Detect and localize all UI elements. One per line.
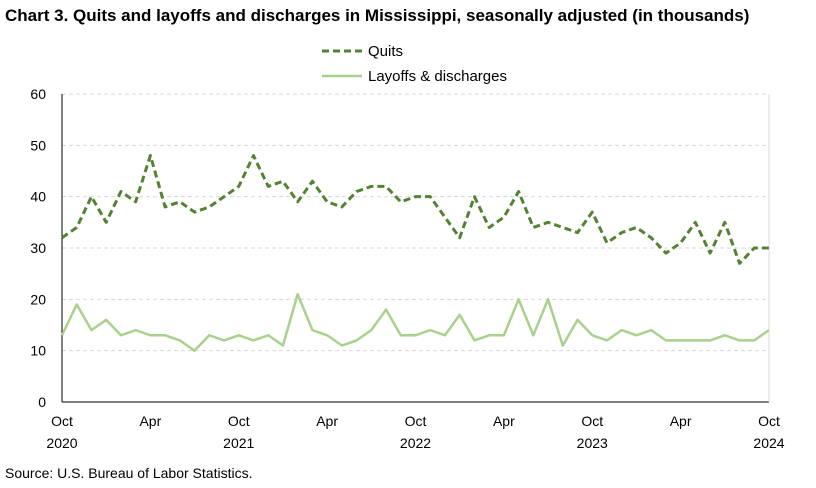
x-tick-label: Oct (758, 413, 780, 429)
legend: Quits Layoffs & discharges (322, 43, 507, 85)
series-line-quits (61, 154, 769, 265)
x-tick-label: Apr (493, 413, 515, 429)
series-lines (60, 154, 770, 352)
legend-label: Quits (368, 43, 403, 60)
y-tick-label: 0 (38, 394, 46, 410)
y-tick-label: 20 (30, 291, 46, 307)
x-tick-label: Oct (228, 413, 250, 429)
y-tick-label: 60 (30, 86, 46, 102)
x-tick-label: Oct (405, 413, 427, 429)
x-tick-year-label: 2020 (46, 435, 77, 451)
x-tick-label: Apr (316, 413, 338, 429)
series-line-layoffs-discharges (60, 292, 770, 352)
x-tick-label: Oct (581, 413, 603, 429)
source-note: Source: U.S. Bureau of Labor Statistics. (5, 465, 253, 481)
y-tick-label: 40 (30, 189, 46, 205)
axes (61, 94, 770, 403)
y-axis-ticks: 0 10 20 30 40 50 60 (30, 86, 46, 410)
x-axis-ticks: Oct 2020 Apr Oct 2021 Apr Oct 2022 Apr Oct 2023 Apr… (46, 413, 784, 451)
legend-label: Layoffs & discharges (368, 68, 507, 85)
x-tick-label: Apr (670, 413, 692, 429)
x-tick-year-label: 2021 (223, 435, 254, 451)
y-tick-label: 30 (30, 240, 46, 256)
y-tick-label: 50 (30, 137, 46, 153)
x-tick-label: Apr (139, 413, 161, 429)
x-tick-label: Oct (51, 413, 73, 429)
y-tick-label: 10 (30, 343, 46, 359)
x-tick-year-label: 2024 (753, 435, 784, 451)
chart-title: Chart 3. Quits and layoffs and discharge… (5, 6, 750, 25)
x-tick-year-label: 2023 (577, 435, 608, 451)
x-tick-year-label: 2022 (400, 435, 431, 451)
gridlines (62, 93, 769, 352)
